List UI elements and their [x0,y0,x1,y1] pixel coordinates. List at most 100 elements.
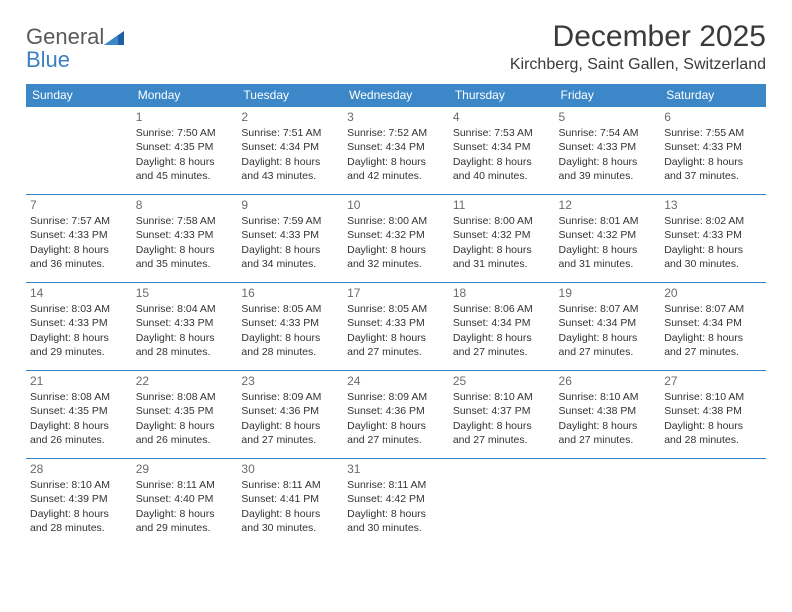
logo-text: General Blue [26,26,124,71]
sunrise-text: Sunrise: 8:01 AM [559,214,657,228]
sunrise-text: Sunrise: 8:05 AM [241,302,339,316]
day-number: 1 [136,109,234,125]
daylight-text: Daylight: 8 hours and 29 minutes. [136,507,234,535]
sunset-text: Sunset: 4:33 PM [136,228,234,242]
sunrise-text: Sunrise: 8:10 AM [664,390,762,404]
sunset-text: Sunset: 4:33 PM [136,316,234,330]
calendar-day-cell [660,459,766,547]
calendar-day-cell: 12Sunrise: 8:01 AMSunset: 4:32 PMDayligh… [555,195,661,283]
sunrise-text: Sunrise: 7:51 AM [241,126,339,140]
day-number: 20 [664,285,762,301]
daylight-text: Daylight: 8 hours and 31 minutes. [453,243,551,271]
day-number: 11 [453,197,551,213]
daylight-text: Daylight: 8 hours and 36 minutes. [30,243,128,271]
weekday-header-row: Sunday Monday Tuesday Wednesday Thursday… [26,84,766,107]
page-header: General Blue December 2025 Kirchberg, Sa… [26,20,766,74]
sunrise-text: Sunrise: 8:11 AM [347,478,445,492]
sunset-text: Sunset: 4:38 PM [664,404,762,418]
sunrise-text: Sunrise: 7:52 AM [347,126,445,140]
sunset-text: Sunset: 4:32 PM [453,228,551,242]
calendar-day-cell: 30Sunrise: 8:11 AMSunset: 4:41 PMDayligh… [237,459,343,547]
calendar-day-cell: 13Sunrise: 8:02 AMSunset: 4:33 PMDayligh… [660,195,766,283]
sunrise-text: Sunrise: 8:06 AM [453,302,551,316]
daylight-text: Daylight: 8 hours and 27 minutes. [347,331,445,359]
sunset-text: Sunset: 4:34 PM [453,140,551,154]
title-block: December 2025 Kirchberg, Saint Gallen, S… [510,20,766,74]
sunrise-text: Sunrise: 8:08 AM [136,390,234,404]
logo: General Blue [26,20,124,71]
calendar-day-cell: 24Sunrise: 8:09 AMSunset: 4:36 PMDayligh… [343,371,449,459]
sunset-text: Sunset: 4:33 PM [30,316,128,330]
calendar-week-row: 28Sunrise: 8:10 AMSunset: 4:39 PMDayligh… [26,459,766,547]
sunset-text: Sunset: 4:37 PM [453,404,551,418]
day-number: 22 [136,373,234,389]
calendar-day-cell: 5Sunrise: 7:54 AMSunset: 4:33 PMDaylight… [555,107,661,195]
sunrise-text: Sunrise: 8:04 AM [136,302,234,316]
daylight-text: Daylight: 8 hours and 31 minutes. [559,243,657,271]
daylight-text: Daylight: 8 hours and 27 minutes. [347,419,445,447]
day-number: 18 [453,285,551,301]
calendar-day-cell: 26Sunrise: 8:10 AMSunset: 4:38 PMDayligh… [555,371,661,459]
sunset-text: Sunset: 4:33 PM [241,228,339,242]
day-number: 24 [347,373,445,389]
month-title: December 2025 [510,20,766,54]
weekday-header: Tuesday [237,84,343,107]
daylight-text: Daylight: 8 hours and 32 minutes. [347,243,445,271]
sunrise-text: Sunrise: 8:07 AM [559,302,657,316]
calendar-day-cell: 29Sunrise: 8:11 AMSunset: 4:40 PMDayligh… [132,459,238,547]
daylight-text: Daylight: 8 hours and 26 minutes. [136,419,234,447]
sunrise-text: Sunrise: 8:05 AM [347,302,445,316]
calendar-day-cell: 21Sunrise: 8:08 AMSunset: 4:35 PMDayligh… [26,371,132,459]
weekday-header: Saturday [660,84,766,107]
sunrise-text: Sunrise: 8:10 AM [559,390,657,404]
day-number: 6 [664,109,762,125]
calendar-day-cell: 4Sunrise: 7:53 AMSunset: 4:34 PMDaylight… [449,107,555,195]
sunset-text: Sunset: 4:36 PM [241,404,339,418]
sunset-text: Sunset: 4:34 PM [559,316,657,330]
sunset-text: Sunset: 4:38 PM [559,404,657,418]
daylight-text: Daylight: 8 hours and 27 minutes. [664,331,762,359]
daylight-text: Daylight: 8 hours and 43 minutes. [241,155,339,183]
sunrise-text: Sunrise: 8:10 AM [453,390,551,404]
calendar-day-cell: 11Sunrise: 8:00 AMSunset: 4:32 PMDayligh… [449,195,555,283]
sunrise-text: Sunrise: 8:11 AM [136,478,234,492]
sunrise-text: Sunrise: 8:00 AM [453,214,551,228]
daylight-text: Daylight: 8 hours and 30 minutes. [241,507,339,535]
calendar-day-cell: 25Sunrise: 8:10 AMSunset: 4:37 PMDayligh… [449,371,555,459]
calendar-day-cell: 27Sunrise: 8:10 AMSunset: 4:38 PMDayligh… [660,371,766,459]
day-number: 9 [241,197,339,213]
calendar-table: Sunday Monday Tuesday Wednesday Thursday… [26,84,766,547]
daylight-text: Daylight: 8 hours and 28 minutes. [30,507,128,535]
calendar-day-cell [26,107,132,195]
sunrise-text: Sunrise: 7:54 AM [559,126,657,140]
sunset-text: Sunset: 4:33 PM [241,316,339,330]
sunset-text: Sunset: 4:33 PM [559,140,657,154]
sunrise-text: Sunrise: 8:09 AM [347,390,445,404]
calendar-day-cell: 1Sunrise: 7:50 AMSunset: 4:35 PMDaylight… [132,107,238,195]
logo-word2: Blue [26,47,70,72]
calendar-day-cell: 9Sunrise: 7:59 AMSunset: 4:33 PMDaylight… [237,195,343,283]
calendar-week-row: 14Sunrise: 8:03 AMSunset: 4:33 PMDayligh… [26,283,766,371]
daylight-text: Daylight: 8 hours and 29 minutes. [30,331,128,359]
sunrise-text: Sunrise: 7:57 AM [30,214,128,228]
sunset-text: Sunset: 4:32 PM [347,228,445,242]
calendar-day-cell: 10Sunrise: 8:00 AMSunset: 4:32 PMDayligh… [343,195,449,283]
daylight-text: Daylight: 8 hours and 30 minutes. [347,507,445,535]
daylight-text: Daylight: 8 hours and 37 minutes. [664,155,762,183]
daylight-text: Daylight: 8 hours and 27 minutes. [559,419,657,447]
weekday-header: Friday [555,84,661,107]
logo-triangle-icon [104,27,124,49]
calendar-day-cell: 19Sunrise: 8:07 AMSunset: 4:34 PMDayligh… [555,283,661,371]
day-number: 7 [30,197,128,213]
daylight-text: Daylight: 8 hours and 27 minutes. [453,419,551,447]
weekday-header: Wednesday [343,84,449,107]
sunset-text: Sunset: 4:35 PM [136,140,234,154]
location-text: Kirchberg, Saint Gallen, Switzerland [510,56,766,74]
day-number: 8 [136,197,234,213]
sunset-text: Sunset: 4:33 PM [30,228,128,242]
day-number: 27 [664,373,762,389]
calendar-day-cell: 23Sunrise: 8:09 AMSunset: 4:36 PMDayligh… [237,371,343,459]
daylight-text: Daylight: 8 hours and 40 minutes. [453,155,551,183]
daylight-text: Daylight: 8 hours and 35 minutes. [136,243,234,271]
sunset-text: Sunset: 4:40 PM [136,492,234,506]
